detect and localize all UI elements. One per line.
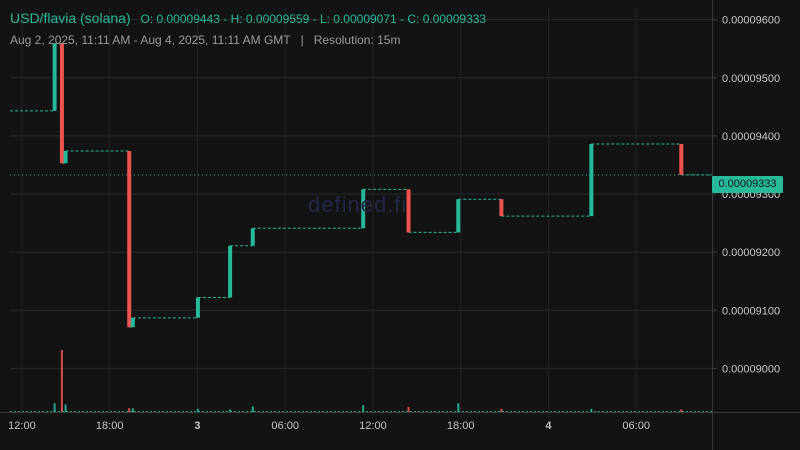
volume-bar (500, 408, 503, 412)
x-tick-label: 4 (545, 420, 552, 432)
y-tick-label: 0.00009400 (722, 131, 780, 143)
y-tick-label: 0.00009500 (722, 73, 780, 85)
volume-bar (64, 404, 67, 412)
resolution-label: Resolution: 15m (313, 33, 401, 47)
volume-bar (362, 405, 365, 412)
date-range: Aug 2, 2025, 11:11 AM - Aug 4, 2025, 11:… (10, 33, 291, 47)
volume-bar (131, 408, 134, 412)
x-tick-label: 18:00 (96, 420, 124, 432)
candle (679, 144, 684, 175)
candle (456, 199, 461, 233)
last-price-badge: 0.00009333 (712, 176, 783, 193)
candle (195, 297, 200, 318)
volume-bar (680, 409, 683, 412)
candle (130, 317, 135, 328)
candle (127, 150, 132, 328)
y-tick-label: 0.00009600 (722, 15, 780, 27)
x-axis-ticks: 12:00 18:00 3 06:00 12:00 18:00 4 06:00 (8, 420, 650, 432)
x-tick-label: 12:00 (8, 420, 36, 432)
volume-bar (407, 407, 410, 412)
volume-bar (457, 403, 460, 412)
candle (228, 245, 233, 298)
symbol-title: USD/flavia (solana) (10, 10, 131, 26)
candle (589, 144, 594, 217)
chart-subheader: Aug 2, 2025, 11:11 AM - Aug 4, 2025, 11:… (10, 33, 400, 47)
volume-bar (229, 409, 232, 412)
volume-bar (128, 408, 131, 412)
ohlc-values: O: 0.00009443 - H: 0.00009559 - L: 0.000… (140, 12, 487, 26)
chart-grid (10, 8, 712, 412)
x-tick-label: 12:00 (359, 420, 387, 432)
y-tick-label: 0.00009000 (722, 363, 780, 375)
y-tick-label: 0.00009200 (722, 247, 780, 259)
volume-bar (251, 406, 254, 412)
y-tick-label: 0.00009100 (722, 305, 780, 317)
header-separator: | (300, 33, 304, 47)
candle (499, 199, 504, 217)
volume-bar (590, 408, 593, 412)
candle (52, 43, 57, 111)
candle (361, 189, 366, 229)
candle (59, 43, 64, 164)
volume-bar (196, 408, 199, 412)
x-tick-label: 18:00 (447, 420, 475, 432)
y-axis-ticks: 0.000090000.000091000.000092000.00009300… (712, 15, 780, 375)
candle (406, 189, 411, 233)
volume-bar (60, 350, 63, 412)
price-step-lines (10, 42, 712, 328)
x-tick-label: 06:00 (271, 420, 299, 432)
x-tick-label: 3 (194, 420, 200, 432)
candle (63, 150, 68, 164)
watermark: defined.fi (308, 192, 408, 217)
candle (250, 228, 255, 246)
x-tick-label: 06:00 (622, 420, 650, 432)
volume-bars (10, 350, 712, 412)
volume-bar (53, 403, 56, 412)
candles (52, 43, 684, 328)
chart-header: USD/flavia (solana) O: 0.00009443 - H: 0… (10, 10, 486, 26)
